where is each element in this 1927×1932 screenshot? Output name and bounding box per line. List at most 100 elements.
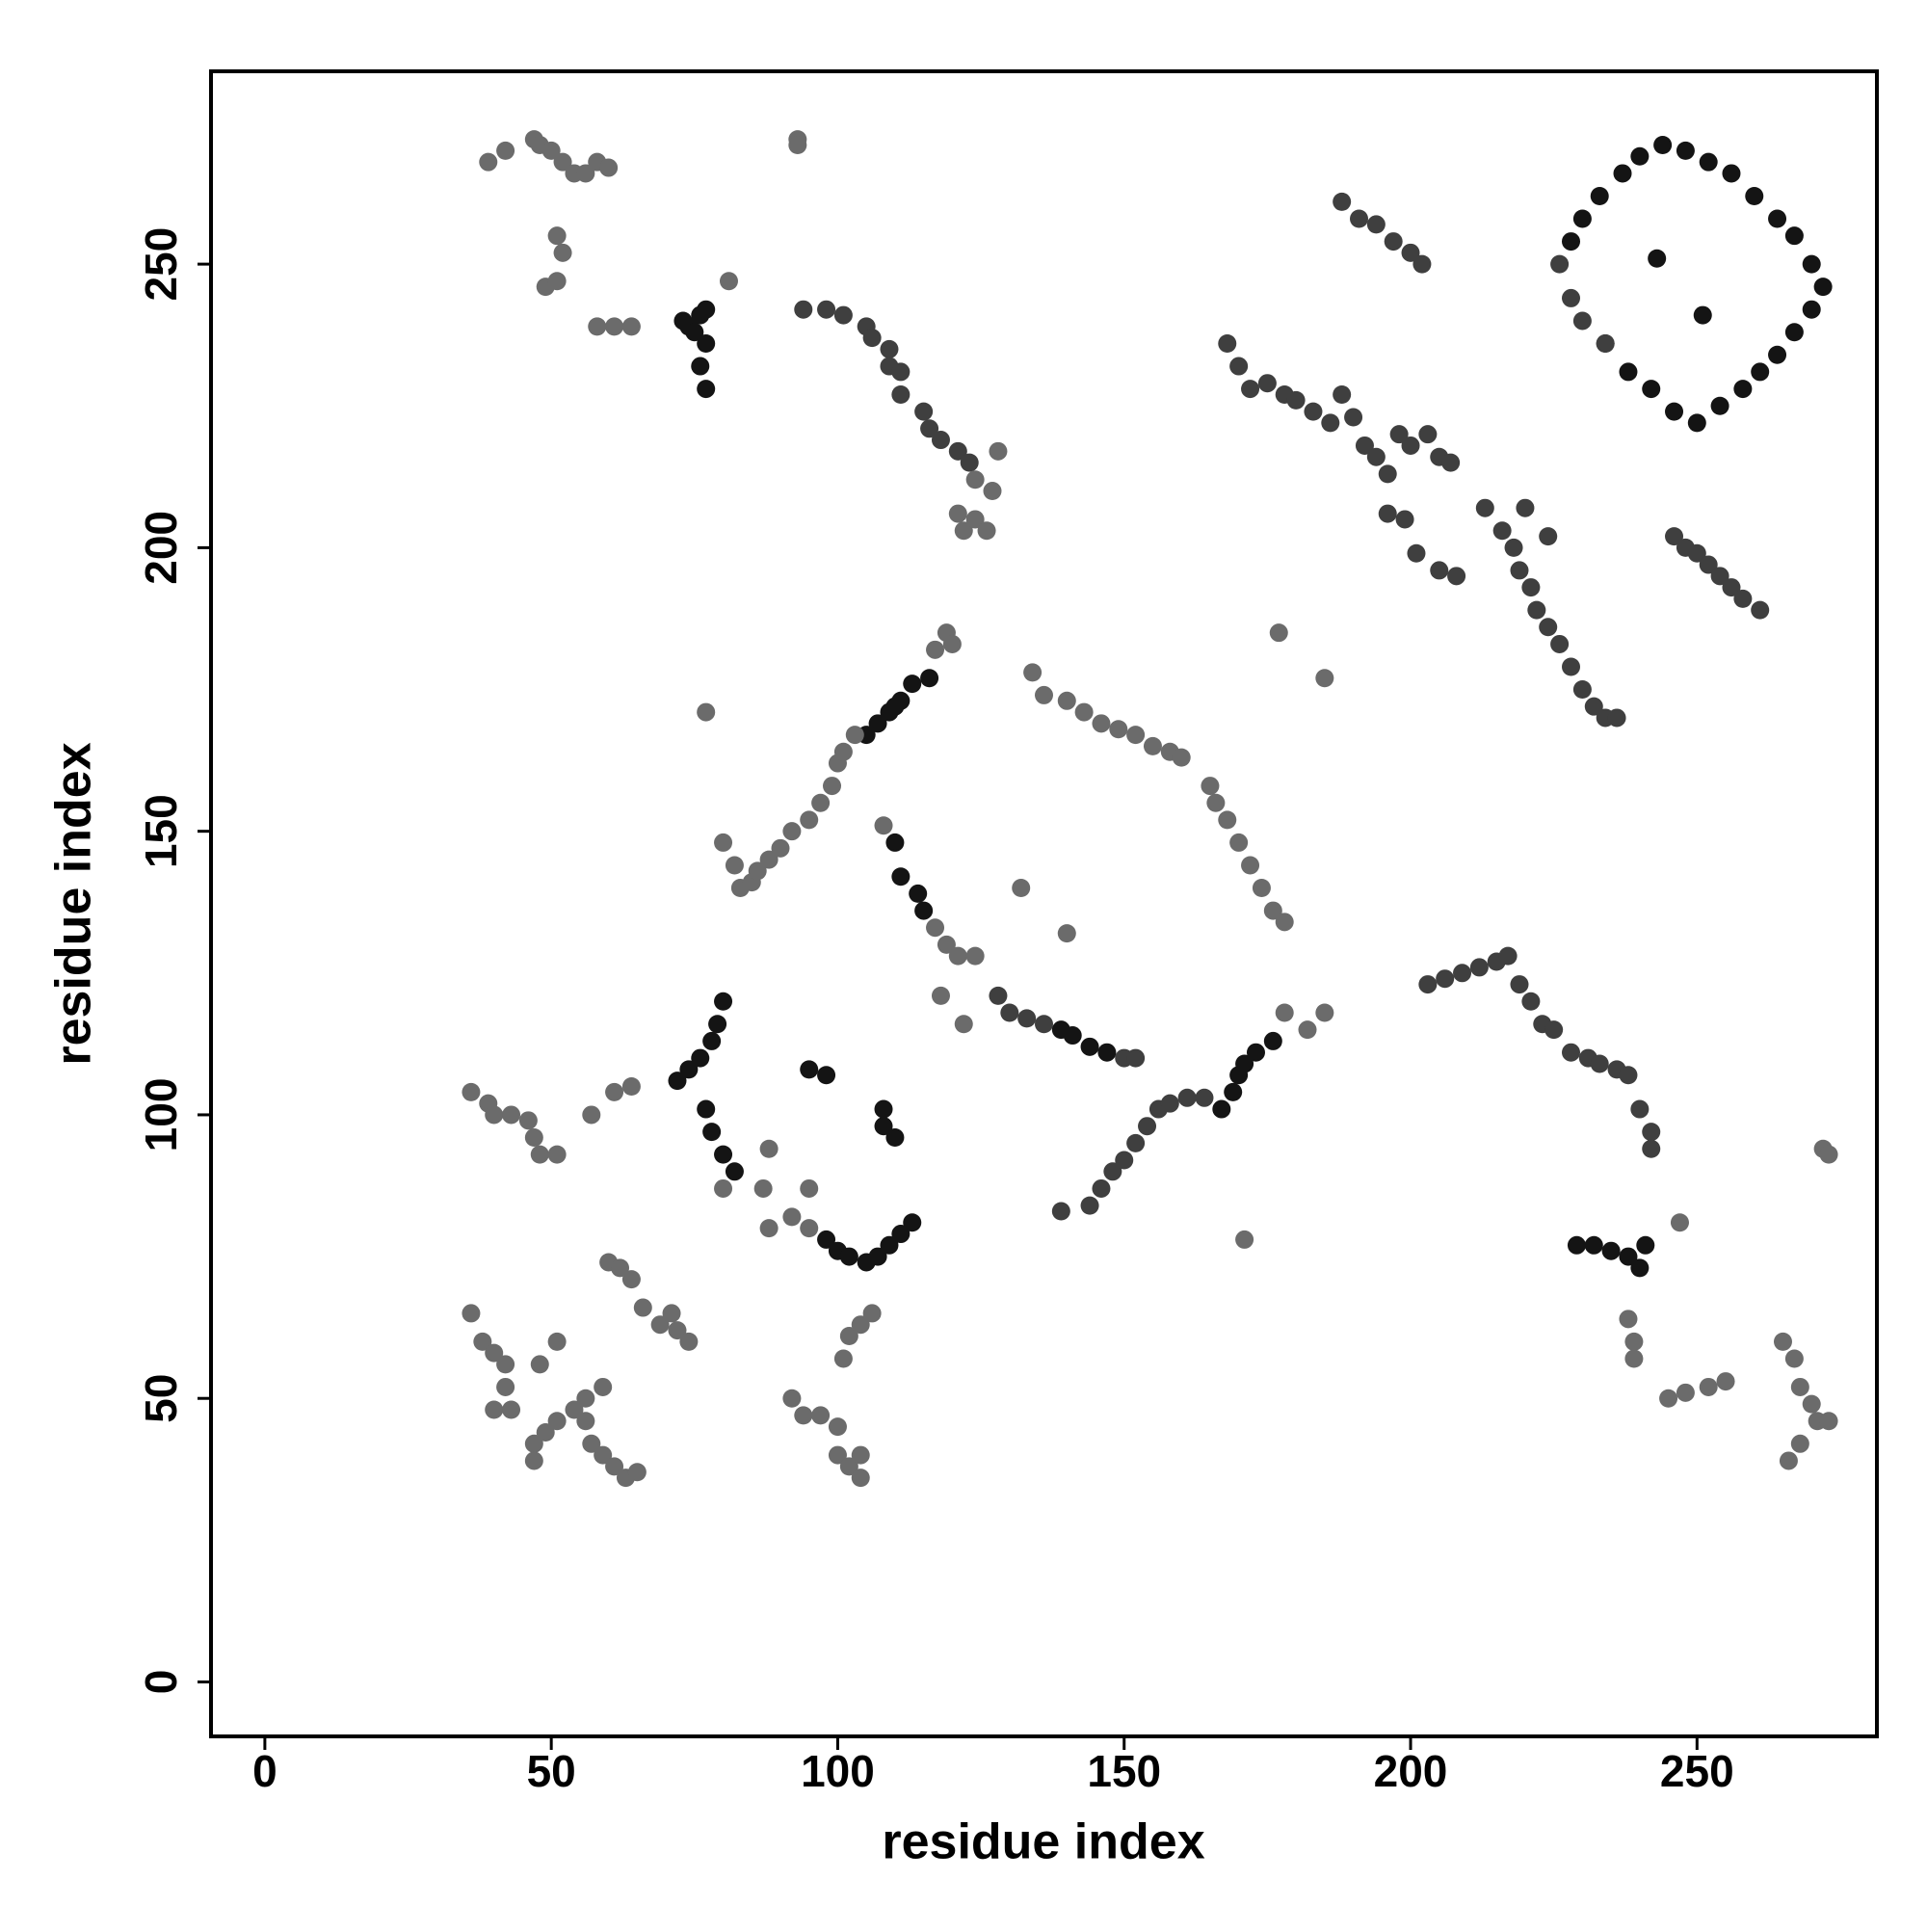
point (1492, 521, 1512, 541)
point (691, 357, 710, 376)
point (547, 226, 567, 246)
point (1269, 623, 1288, 643)
point (1407, 543, 1426, 563)
point (1395, 510, 1414, 529)
point (524, 1434, 543, 1453)
point (576, 164, 595, 183)
point (1562, 232, 1581, 251)
point (1624, 1332, 1644, 1351)
point (1687, 543, 1706, 563)
point (1035, 685, 1053, 704)
point (1790, 1434, 1809, 1453)
point (989, 986, 1008, 1005)
point (1469, 958, 1489, 977)
point (931, 986, 950, 1005)
point (948, 504, 967, 523)
point (485, 1105, 504, 1125)
x-tick-label: 250 (1660, 1746, 1734, 1796)
point (880, 1235, 899, 1255)
point (914, 402, 934, 421)
point (1218, 334, 1237, 354)
point (1699, 1377, 1718, 1396)
point (1693, 305, 1712, 325)
point (1126, 1133, 1146, 1152)
point (668, 1321, 687, 1340)
point (800, 1219, 819, 1238)
point (800, 810, 819, 830)
point (668, 1072, 687, 1091)
point (1567, 1235, 1586, 1255)
point (1412, 254, 1432, 274)
point (1784, 1349, 1804, 1368)
point (547, 1145, 567, 1164)
point (1779, 1451, 1798, 1470)
point (479, 152, 498, 172)
point (1665, 402, 1684, 421)
point (1562, 288, 1581, 307)
x-tick-label: 150 (1087, 1746, 1161, 1796)
point (1275, 1003, 1294, 1022)
point (1321, 413, 1340, 433)
point (1012, 879, 1031, 898)
point (547, 1332, 567, 1351)
point (496, 1355, 515, 1374)
point (1539, 618, 1558, 637)
point (1504, 538, 1523, 557)
point (782, 1207, 802, 1227)
point (1447, 567, 1466, 586)
point (1624, 1349, 1644, 1368)
point (1201, 777, 1220, 796)
point (547, 272, 567, 291)
point (1172, 748, 1191, 767)
point (1544, 1020, 1564, 1040)
point (782, 822, 802, 841)
point (1430, 561, 1449, 580)
point (1384, 232, 1403, 251)
point (903, 1213, 922, 1232)
y-tick-label: 150 (136, 794, 186, 868)
point (1539, 527, 1558, 546)
point (611, 1258, 630, 1278)
point (759, 850, 779, 869)
point (1057, 924, 1076, 943)
point (1642, 380, 1661, 399)
point (1355, 436, 1374, 455)
point (1802, 300, 1821, 319)
y-axis-title: residue index (46, 742, 102, 1065)
point (725, 856, 744, 875)
point (1143, 736, 1162, 755)
point (1389, 425, 1409, 444)
point (1590, 1054, 1609, 1073)
x-tick-label: 200 (1374, 1746, 1448, 1796)
point (708, 1015, 727, 1034)
point (1710, 567, 1729, 586)
point (1784, 323, 1804, 342)
point (702, 1123, 722, 1142)
point (1784, 226, 1804, 246)
point (691, 1048, 710, 1068)
point (1790, 1377, 1809, 1396)
point (759, 1139, 779, 1158)
point (828, 1417, 847, 1437)
point (530, 1355, 549, 1374)
point (1670, 1213, 1689, 1232)
point (874, 1099, 893, 1119)
y-tick-label: 250 (136, 227, 186, 302)
point (662, 1304, 681, 1323)
point (1733, 589, 1753, 608)
point (496, 1377, 515, 1396)
point (473, 1332, 492, 1351)
point (605, 317, 624, 336)
point (1475, 498, 1494, 517)
point (1378, 504, 1397, 523)
point (1498, 946, 1518, 966)
point (891, 384, 911, 404)
point (960, 453, 979, 472)
point (794, 1406, 813, 1425)
point (1521, 578, 1541, 597)
point (811, 1406, 831, 1425)
point (1074, 702, 1094, 722)
point (536, 1423, 555, 1442)
point (868, 1247, 887, 1266)
point (1000, 1003, 1019, 1022)
